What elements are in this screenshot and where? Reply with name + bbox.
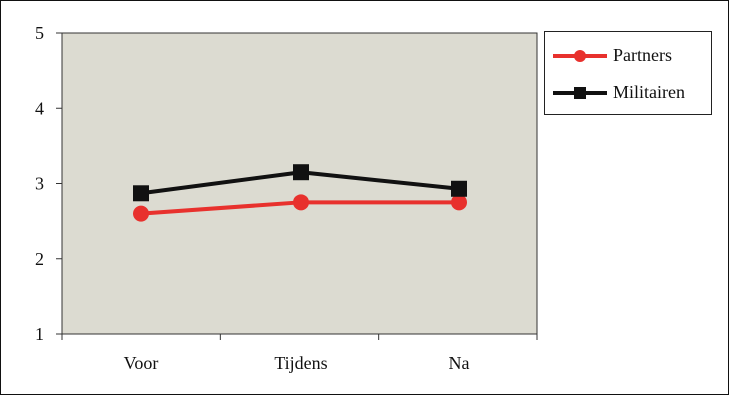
- legend-marker-partners-icon: [553, 50, 607, 62]
- data-point: [451, 194, 467, 211]
- legend-label-militairen: Militairen: [613, 82, 685, 102]
- y-tick-label: 3: [35, 174, 44, 194]
- y-tick-label: 1: [35, 324, 44, 344]
- x-tick-label: Voor: [124, 353, 159, 373]
- legend: Partners Militairen: [544, 31, 712, 115]
- x-axis: Voor Tijdens Na: [61, 334, 538, 373]
- legend-item-militairen: Militairen: [545, 81, 711, 105]
- legend-item-partners: Partners: [545, 44, 711, 68]
- series-layer: [133, 164, 467, 222]
- data-point: [293, 164, 309, 181]
- series-partners: [133, 194, 467, 222]
- data-point: [293, 194, 309, 211]
- legend-marker-militairen-icon: [553, 87, 607, 99]
- legend-label-partners: Partners: [613, 45, 672, 65]
- data-point: [133, 205, 149, 222]
- y-axis: 1 2 3 4 5: [35, 23, 62, 344]
- x-tick-label: Na: [449, 353, 470, 373]
- y-tick-label: 4: [35, 98, 44, 118]
- data-point: [133, 185, 149, 202]
- series-militairen: [133, 164, 467, 202]
- x-tick-label: Tijdens: [274, 353, 327, 373]
- data-point: [451, 180, 467, 197]
- y-tick-label: 5: [35, 23, 44, 43]
- y-tick-label: 2: [35, 249, 44, 269]
